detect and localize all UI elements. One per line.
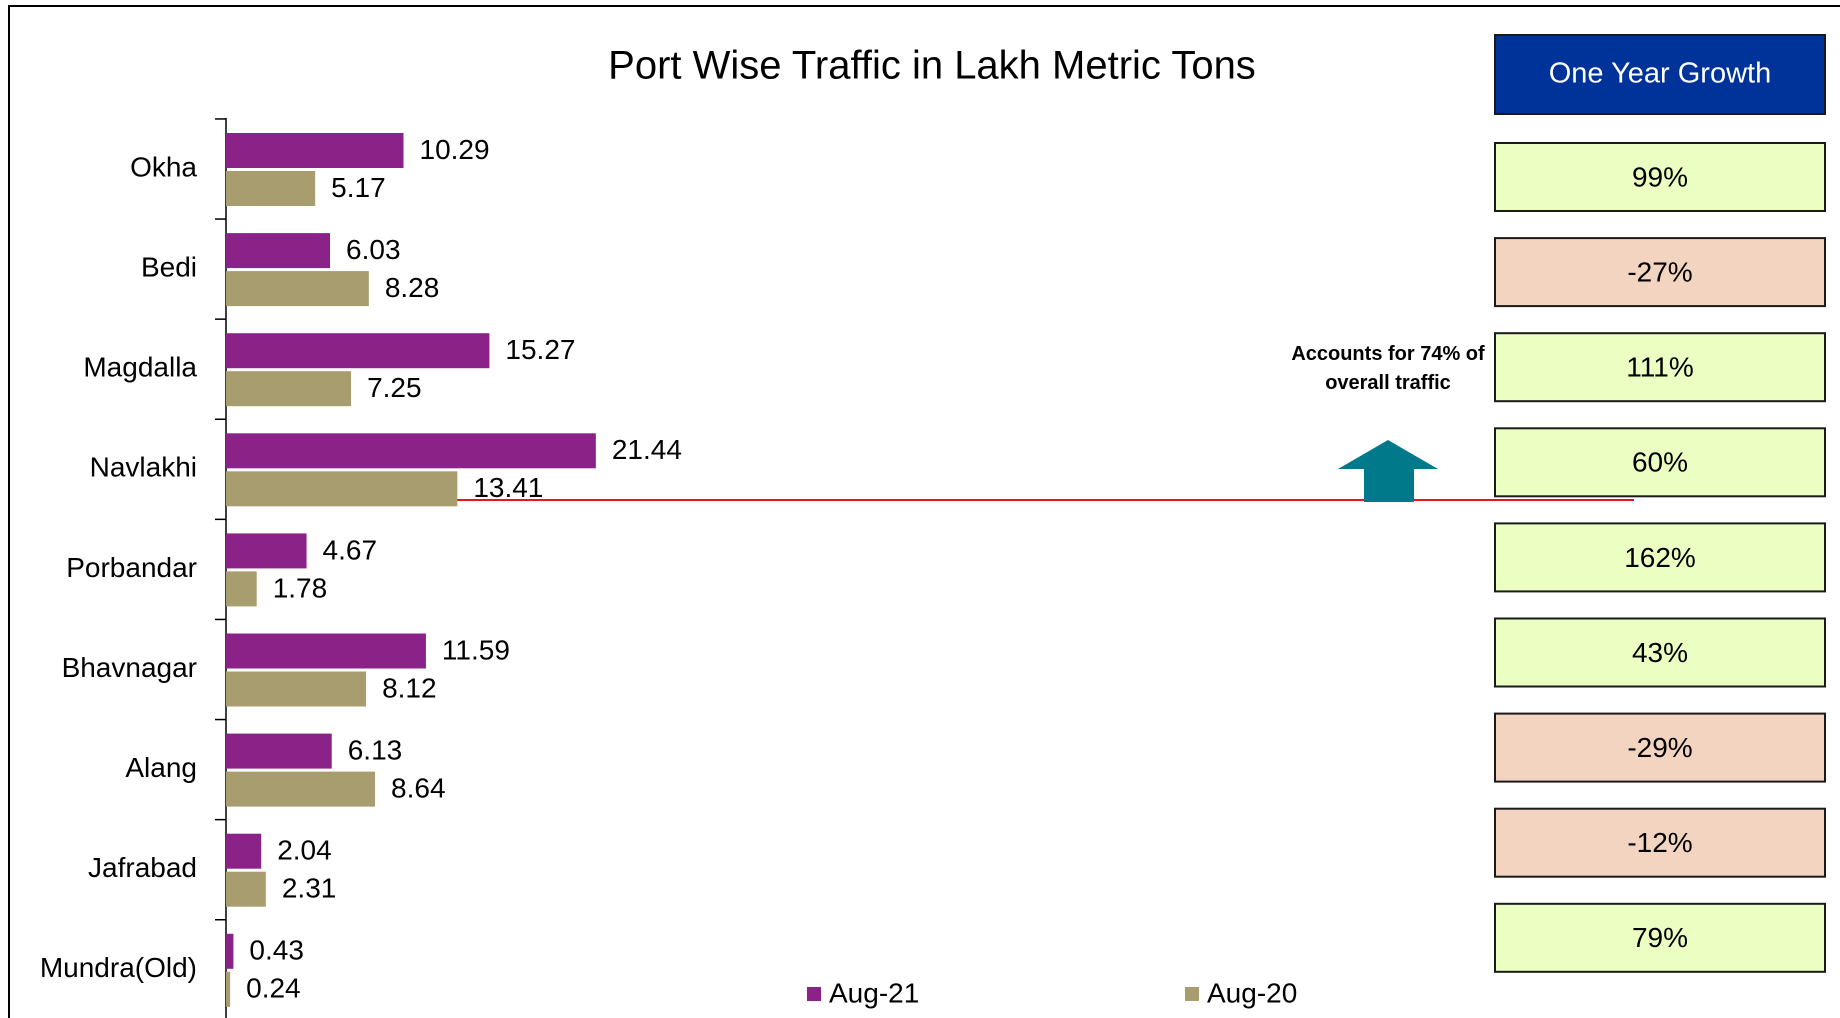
bar — [226, 133, 404, 168]
bar — [226, 471, 458, 507]
value-label: 0.43 — [249, 935, 303, 966]
bar — [226, 771, 376, 807]
growth-label: -27% — [1627, 256, 1692, 287]
growth-box — [1494, 902, 1826, 973]
frame — [8, 5, 1840, 1018]
growth-box — [1494, 617, 1826, 688]
value-label: 2.31 — [282, 873, 337, 904]
value-label: 0.24 — [246, 973, 301, 1004]
growth-label: 111% — [1626, 352, 1693, 383]
annotation: Accounts for 74% of overall traffic — [1291, 343, 1485, 394]
arrow-shaft — [1364, 469, 1414, 502]
category-label: Alang — [125, 752, 197, 783]
bar — [226, 433, 596, 469]
category-label: Bhavnagar — [62, 652, 197, 683]
legend-swatch — [1185, 987, 1199, 1001]
bar — [226, 971, 231, 1007]
bar — [226, 733, 332, 769]
growth-label: 162% — [1624, 542, 1696, 573]
growth-label: 79% — [1632, 922, 1688, 953]
annotation-box: Accounts for 74% of overall traffic — [1291, 343, 1485, 394]
growth-box — [1494, 807, 1826, 878]
growth-label: 60% — [1632, 447, 1688, 478]
bar — [226, 371, 352, 407]
growth-box — [1494, 712, 1826, 783]
value-label: 6.13 — [348, 734, 403, 765]
growth-label: 43% — [1632, 637, 1688, 668]
bar — [226, 571, 257, 607]
growth-box — [1494, 427, 1826, 498]
growth-label: 99% — [1632, 161, 1688, 192]
value-label: 7.25 — [367, 372, 422, 403]
bar — [226, 333, 490, 369]
bar — [226, 871, 266, 907]
bar — [226, 233, 331, 269]
growth-box — [1494, 332, 1826, 403]
growth-label: -29% — [1627, 732, 1692, 763]
bar — [226, 171, 316, 206]
value-label: 2.04 — [277, 835, 332, 866]
category-label: Magdalla — [83, 352, 197, 383]
bar — [226, 671, 367, 707]
category-label: Jafrabad — [88, 852, 197, 883]
category-label: Navlakhi — [90, 452, 197, 483]
growth-header-box — [1494, 34, 1826, 115]
value-label: 5.17 — [331, 172, 386, 203]
bar — [226, 533, 307, 569]
category-label: Okha — [130, 151, 197, 182]
value-label: 10.29 — [420, 134, 490, 165]
value-label: 6.03 — [346, 234, 401, 265]
value-label: 1.78 — [273, 572, 328, 603]
category-label: Bedi — [141, 251, 197, 282]
value-label: 8.12 — [382, 672, 437, 703]
value-label: 11.59 — [442, 634, 510, 665]
growth-label: -12% — [1627, 827, 1692, 858]
category-label: Porbandar — [66, 552, 197, 583]
category-label: Mundra(Old) — [40, 952, 197, 983]
value-label: 8.28 — [385, 272, 440, 303]
value-label: 15.27 — [505, 334, 575, 365]
chart-title: Port Wise Traffic in Lakh Metric Tons — [608, 44, 1256, 88]
bar — [226, 271, 369, 307]
arrow-head — [1338, 440, 1438, 469]
growth-header: One Year Growth — [1549, 58, 1771, 90]
legend-label: Aug-20 — [1207, 977, 1297, 1008]
value-label: 4.67 — [323, 534, 378, 565]
growth-box — [1494, 237, 1826, 308]
bar — [226, 833, 262, 869]
growth-box — [1494, 522, 1826, 593]
value-label: 8.64 — [391, 772, 446, 803]
value-label: 21.44 — [612, 434, 682, 465]
legend-swatch — [807, 987, 821, 1001]
bar — [226, 933, 234, 969]
legend-label: Aug-21 — [829, 977, 919, 1008]
bar — [226, 633, 426, 669]
value-label: 13.41 — [473, 472, 543, 503]
growth-box — [1494, 142, 1826, 212]
